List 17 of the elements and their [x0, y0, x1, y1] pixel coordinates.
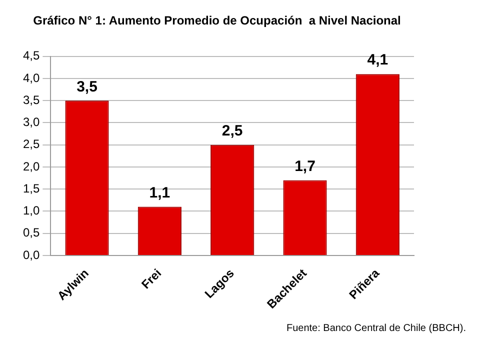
y-tick-label: 1,0 [22, 204, 40, 218]
data-label: 4,1 [367, 52, 388, 69]
y-tick-label: 0,0 [22, 248, 40, 262]
data-label: 3,5 [76, 78, 98, 96]
data-label: 1,1 [149, 184, 170, 202]
data-label: 2,5 [222, 122, 243, 140]
y-tick-label: 4,0 [22, 70, 40, 85]
y-tick-label: 3,0 [22, 115, 40, 130]
chart-title: Gráfico N° 1: Aumento Promedio de Ocupación a Nivel Nacional [33, 14, 401, 28]
y-tick-label: 2,0 [22, 159, 40, 174]
source-note: Fuente: Banco Central de Chile (BBCH). [286, 323, 466, 334]
y-tick-label: 3,5 [22, 92, 40, 107]
y-tick-label: 1,5 [22, 181, 40, 196]
y-tick-label: 4,5 [22, 48, 40, 63]
y-tick-label: 2,5 [22, 137, 40, 152]
y-tick-label: 0,5 [22, 226, 40, 240]
data-label: 1,7 [294, 158, 316, 175]
